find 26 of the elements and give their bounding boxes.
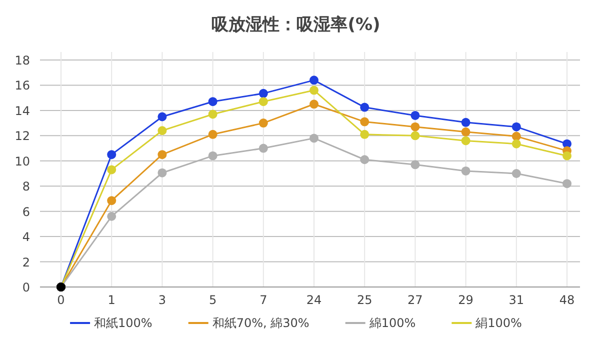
ytick: 12 bbox=[14, 129, 30, 144]
ytick: 0 bbox=[22, 280, 30, 294]
ytick: 14 bbox=[14, 104, 30, 118]
xtick: 5 bbox=[208, 293, 217, 307]
xtick: 7 bbox=[260, 293, 268, 307]
ytick: 4 bbox=[22, 230, 30, 244]
ytick: 18 bbox=[14, 54, 30, 68]
ytick: 16 bbox=[14, 78, 30, 93]
title: 吸放湿性：吸湿率(%) bbox=[212, 15, 380, 35]
legend-label: 和紙100% bbox=[94, 316, 152, 330]
ytick: 6 bbox=[22, 204, 30, 219]
xtick: 27 bbox=[408, 293, 423, 307]
ytick: 10 bbox=[14, 154, 30, 168]
xtick: 25 bbox=[356, 293, 372, 307]
ytick: 2 bbox=[22, 255, 30, 270]
legend-label: 絹100% bbox=[474, 316, 522, 330]
xtick: 31 bbox=[508, 293, 524, 307]
legend-label: 綿100% bbox=[368, 316, 416, 330]
xtick: 3 bbox=[158, 293, 166, 307]
xtick: 48 bbox=[559, 293, 575, 307]
xtick: 29 bbox=[458, 293, 474, 307]
xtick: 24 bbox=[306, 293, 322, 307]
xtick: 0 bbox=[57, 293, 65, 307]
ytick: 8 bbox=[22, 180, 30, 194]
xtick: 1 bbox=[108, 293, 116, 307]
legend-label: 和紙70%, 綿30% bbox=[212, 316, 310, 330]
